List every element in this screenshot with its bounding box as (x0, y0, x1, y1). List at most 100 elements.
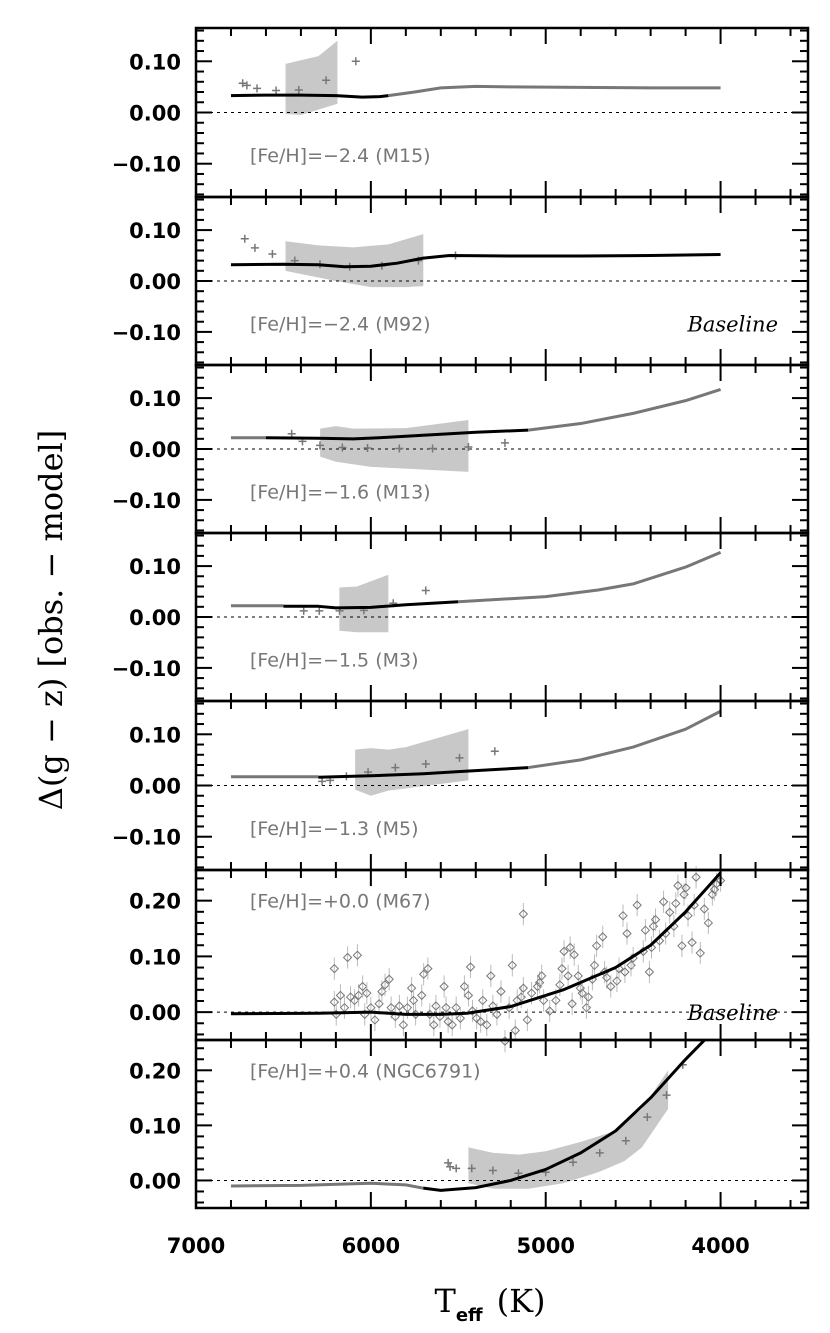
panel-label: [Fe/H]=−1.6 (M13) (250, 481, 431, 503)
data-point (589, 960, 600, 971)
data-point (500, 438, 509, 447)
data-point (507, 960, 518, 971)
y-tick-label: 0.10 (129, 723, 181, 747)
data-point (557, 963, 567, 974)
data-point (431, 1001, 441, 1011)
data-point (357, 981, 368, 992)
data-point (648, 921, 659, 932)
data-point (240, 234, 249, 243)
baseline-label: Baseline (686, 1001, 778, 1025)
data-point (620, 967, 630, 977)
data-point (447, 1020, 457, 1030)
x-axis-title: Teff (K) (434, 1282, 545, 1326)
data-point (602, 972, 612, 983)
model-curve-extrapolated (528, 388, 722, 432)
data-point (408, 995, 419, 1006)
data-point (342, 952, 353, 963)
model-curve-fit (265, 428, 529, 441)
y-axis-title: Δ(g − z) [obs. − model] (32, 430, 70, 810)
data-point (465, 962, 476, 972)
data-point (538, 995, 549, 1006)
data-point (643, 1113, 652, 1122)
data-point (581, 1002, 592, 1013)
data-point (386, 1002, 396, 1013)
data-point (568, 1158, 577, 1167)
data-point (421, 586, 430, 595)
y-tick-label: −0.10 (112, 321, 181, 345)
x-tick-label: 7000 (167, 1234, 225, 1258)
data-point (349, 995, 360, 1006)
data-point (417, 990, 427, 1001)
data-point (475, 1016, 486, 1027)
data-point (287, 429, 296, 438)
data-point (575, 983, 586, 993)
y-tick-label: 0.00 (129, 438, 181, 462)
data-point (671, 898, 681, 909)
model-curve-fit (230, 871, 722, 1016)
model-curve-fit (283, 600, 459, 610)
panel-2: 0.10 0.00 −0.10 [Fe/H]=−2.4 (M92) Baseline (112, 195, 810, 367)
y-tick-label: −0.10 (112, 826, 181, 850)
panel-7: 0.20 0.10 0.00 [Fe/H]=+0.4 (NGC6791) (129, 1038, 810, 1210)
y-tick-label: −0.10 (112, 489, 181, 513)
data-point (464, 442, 473, 451)
data-point (640, 925, 651, 935)
data-point (441, 1002, 451, 1013)
data-point (451, 1002, 461, 1013)
data-point (555, 980, 565, 990)
data-point (496, 986, 506, 997)
data-point (490, 747, 499, 756)
data-point (429, 1020, 439, 1030)
data-point (272, 86, 281, 95)
data-point (370, 1015, 380, 1025)
data-point (618, 910, 628, 921)
data-point (338, 443, 347, 452)
y-tick-label: 0.10 (129, 387, 181, 411)
data-point (463, 990, 474, 1001)
data-point (452, 1164, 461, 1173)
y-tick-label: 0.20 (129, 890, 181, 914)
data-point (423, 963, 433, 974)
data-point (363, 443, 372, 452)
panel-4: 0.10 0.00 −0.10 [Fe/H]=−1.5 (M3) (112, 531, 810, 703)
data-point (329, 997, 340, 1007)
panel-1: 0.10 0.00 −0.10 [Fe/H]=−2.4 (M15) (112, 26, 810, 199)
panel-label: [Fe/H]=+0.4 (NGC6791) (250, 1060, 481, 1082)
data-point (322, 76, 331, 85)
data-point (622, 928, 632, 939)
data-point (353, 990, 364, 1001)
panel-label: [Fe/H]=−1.3 (M5) (250, 818, 419, 840)
y-tick-label: 0.00 (129, 102, 181, 126)
data-point (492, 1009, 502, 1020)
data-point (621, 1136, 630, 1145)
data-point (573, 971, 583, 981)
data-point (522, 1015, 533, 1025)
data-point (681, 883, 691, 893)
data-point (402, 1002, 413, 1013)
data-point (658, 897, 669, 907)
uncertainty-band (468, 1070, 669, 1189)
data-point (482, 1020, 492, 1030)
x-tick-label: 5000 (516, 1234, 574, 1258)
data-point (242, 81, 251, 90)
model-curve-extrapolated (528, 709, 722, 770)
data-point (299, 606, 308, 615)
data-point (352, 950, 363, 960)
y-tick-label: 0.10 (129, 1114, 181, 1138)
panel-5: 0.10 0.00 −0.10 [Fe/H]=−1.3 (M5) (112, 699, 810, 872)
data-point (516, 992, 526, 1002)
data-point (478, 995, 488, 1006)
y-tick-label: 0.10 (129, 555, 181, 579)
data-point (444, 1158, 453, 1167)
model-curve-fit (423, 1040, 707, 1192)
y-tick-label: 0.00 (129, 606, 181, 630)
data-point (467, 1164, 476, 1173)
panel-label: [Fe/H]=−2.4 (M15) (250, 145, 431, 167)
data-point (703, 918, 714, 928)
data-point (534, 977, 545, 988)
data-point (606, 981, 616, 992)
data-point (238, 79, 247, 88)
y-tick-label: −0.10 (112, 657, 181, 681)
data-point (551, 995, 561, 1006)
